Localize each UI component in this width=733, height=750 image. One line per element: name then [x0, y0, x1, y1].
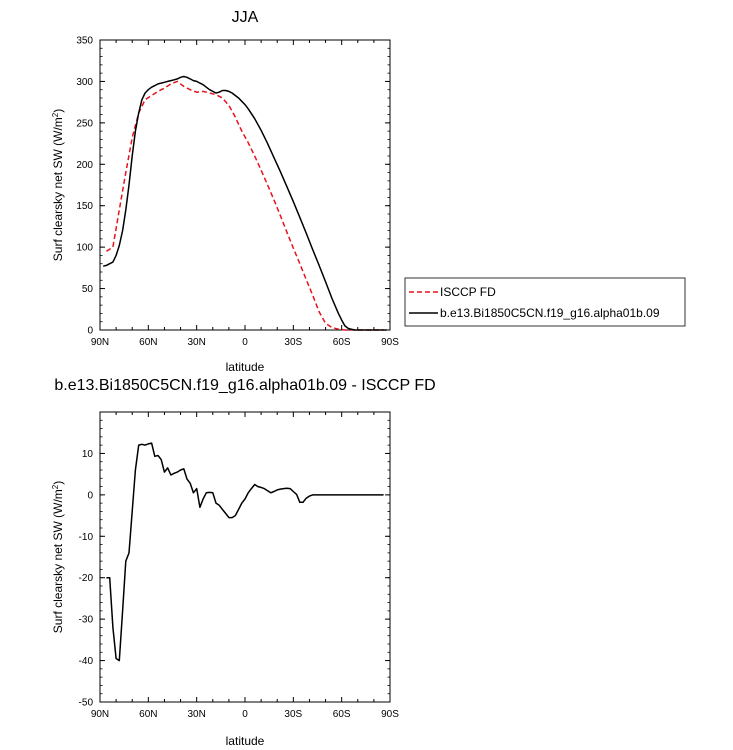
- top-y-tick-label: 150: [76, 201, 93, 212]
- bottom-y-tick-label: -20: [79, 573, 94, 584]
- bottom-y-tick-label: -30: [79, 615, 94, 626]
- top-chart-title: JJA: [232, 9, 259, 26]
- bottom-x-tick-label: 0: [242, 709, 248, 720]
- top-y-tick-label: 250: [76, 118, 93, 129]
- bottom-x-tick-label: 90S: [381, 709, 399, 720]
- top-y-axis-label-suffix: ): [51, 109, 65, 113]
- top-y-axis-label-superscript: 2: [51, 112, 60, 117]
- top-x-tick-label: 90S: [381, 337, 399, 348]
- bottom-y-tick-label: -40: [79, 656, 94, 667]
- bottom-y-tick-label: 10: [82, 449, 94, 460]
- top-y-tick-label: 200: [76, 160, 93, 171]
- bottom-y-axis-label: Surf clearsky net SW (W/m2): [51, 481, 66, 633]
- legend-label-isccp: ISCCP FD: [440, 285, 496, 299]
- top-axis-ticks: 90N 60N 30N 0 30S 60S 90S 0 50 100 150 200 250 300 350: [76, 36, 399, 349]
- top-series-group: [103, 75, 387, 331]
- top-plot-frame: [99, 39, 391, 331]
- top-x-tick-label: 90N: [91, 337, 109, 348]
- top-x-axis-label: latitude: [226, 360, 265, 374]
- bottom-y-tick-label: -10: [79, 532, 94, 543]
- top-x-tick-label: 30S: [284, 337, 302, 348]
- bottom-y-tick-label: 0: [87, 490, 93, 501]
- top-x-tick-label: 0: [242, 337, 248, 348]
- top-y-tick-label: 100: [76, 243, 93, 254]
- bottom-series-line-0: [106, 442, 384, 662]
- legend-label-model: b.e13.Bi1850C5CN.f19_g16.alpha01b.09: [440, 306, 660, 320]
- legend-box: [404, 277, 686, 327]
- top-y-tick-label: 50: [82, 284, 94, 295]
- top-y-tick-label: 0: [87, 326, 93, 337]
- bottom-x-tick-label: 30N: [187, 709, 205, 720]
- bottom-x-tick-label: 60N: [139, 709, 157, 720]
- panel-bottom-chart: b.e13.Bi1850C5CN.f19_g16.alpha01b.09 - I…: [51, 377, 436, 748]
- top-x-tick-label: 60S: [333, 337, 351, 348]
- top-y-axis-label-text: Surf clearsky net SW (W/m: [51, 117, 65, 261]
- bottom-y-axis-label-suffix: ): [51, 481, 65, 485]
- bottom-x-tick-label: 90N: [91, 709, 109, 720]
- panel-top-chart: JJA 90N 60N 30N 0 30S 60S 90S 0 50 100 150 200 250 30…: [51, 9, 400, 374]
- top-series-line-0: [105, 80, 384, 331]
- legend: ISCCP FD b.e13.Bi1850C5CN.f19_g16.alpha0…: [404, 277, 686, 327]
- bottom-series-group: [106, 442, 384, 662]
- bottom-axis-ticks: 90N 60N 30N 0 30S 60S 90S -50 -40 -30 -20 -10 0 10: [79, 411, 399, 720]
- top-x-tick-label: 30N: [187, 337, 205, 348]
- top-series-line-1: [103, 75, 387, 331]
- bottom-x-axis-label: latitude: [226, 734, 265, 748]
- top-y-tick-label: 300: [76, 77, 93, 88]
- bottom-y-axis-label-superscript: 2: [51, 484, 60, 489]
- top-y-axis-label: Surf clearsky net SW (W/m2): [51, 109, 66, 261]
- bottom-chart-title: b.e13.Bi1850C5CN.f19_g16.alpha01b.09 - I…: [54, 377, 435, 394]
- bottom-y-tick-label: -50: [79, 698, 94, 709]
- bottom-x-tick-label: 30S: [284, 709, 302, 720]
- top-x-tick-label: 60N: [139, 337, 157, 348]
- bottom-y-axis-label-text: Surf clearsky net SW (W/m: [51, 489, 65, 633]
- top-y-tick-label: 350: [76, 36, 93, 47]
- bottom-plot-frame: [99, 411, 391, 703]
- bottom-x-tick-label: 60S: [333, 709, 351, 720]
